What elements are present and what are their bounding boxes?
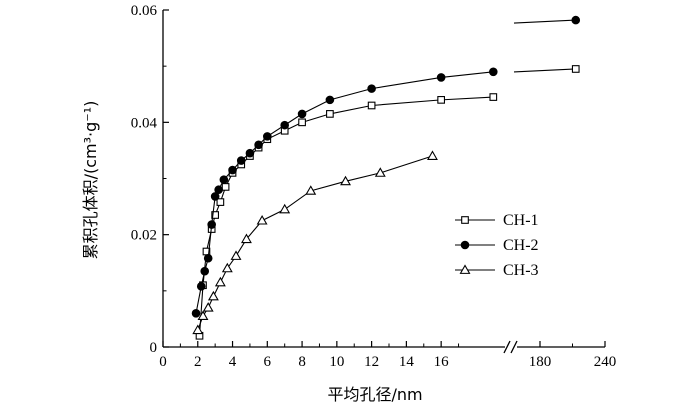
x-axis-label: 平均孔径/nm xyxy=(327,385,422,404)
y-tick-label: 0.02 xyxy=(131,228,157,244)
data-point xyxy=(245,148,255,158)
data-point xyxy=(489,67,498,77)
legend-label: CH-1 xyxy=(503,212,539,229)
series-ch-3 xyxy=(192,150,438,335)
series-line xyxy=(195,71,494,314)
data-point xyxy=(298,118,306,127)
data-point xyxy=(437,96,446,104)
legend-label: CH-2 xyxy=(503,237,539,254)
x-tick-label: 6 xyxy=(264,354,272,370)
data-point xyxy=(196,282,206,291)
data-point xyxy=(192,324,204,335)
data-point xyxy=(571,15,581,25)
data-point xyxy=(340,175,351,186)
series-line xyxy=(198,96,494,336)
legend-marker xyxy=(461,216,469,224)
series-line-segment xyxy=(513,68,576,73)
data-point xyxy=(297,109,307,119)
data-point xyxy=(367,84,376,93)
data-point xyxy=(221,262,233,273)
data-point xyxy=(210,192,220,201)
x-tick-label: 14 xyxy=(399,354,415,370)
data-point xyxy=(256,215,268,225)
series-line xyxy=(197,155,433,331)
data-point xyxy=(230,250,242,260)
data-point xyxy=(207,290,219,301)
x-tick-label: 12 xyxy=(364,354,379,370)
data-point xyxy=(211,211,220,219)
data-point xyxy=(325,95,335,105)
data-point xyxy=(200,266,210,276)
data-point xyxy=(367,101,376,110)
series-line-segment xyxy=(513,19,576,24)
x-tick-label: 10 xyxy=(329,354,344,370)
series-ch-2 xyxy=(191,15,581,318)
axis-break-mark xyxy=(510,340,518,354)
data-point xyxy=(305,185,317,195)
x-tick-label: 2 xyxy=(194,354,202,370)
data-point xyxy=(436,73,446,82)
data-point xyxy=(374,167,386,177)
legend-marker xyxy=(459,264,471,274)
x-tick-label: 180 xyxy=(529,354,552,370)
data-point xyxy=(279,203,291,214)
data-point xyxy=(207,220,216,229)
data-point xyxy=(214,185,223,195)
data-point xyxy=(240,233,252,244)
y-tick-label: 0.04 xyxy=(131,115,158,131)
x-tick-label: 0 xyxy=(159,354,167,370)
data-point xyxy=(221,183,230,191)
data-point xyxy=(571,65,580,73)
y-axis-label: 累积孔体积/(cm³·g⁻¹) xyxy=(81,101,100,260)
data-point xyxy=(228,165,237,175)
data-point xyxy=(203,253,213,263)
x-tick-label: 8 xyxy=(298,354,306,370)
data-point xyxy=(216,198,225,206)
ticks: 0 0.02 0.04 0.06 0 2 4 6 8 10 12 14 16 180 240 xyxy=(131,3,617,370)
data-point xyxy=(202,302,214,312)
data-point xyxy=(427,150,438,160)
y-tick-label: 0.06 xyxy=(131,3,158,19)
data-point xyxy=(214,276,226,287)
series-ch-1 xyxy=(195,65,580,340)
data-point xyxy=(326,110,334,118)
data-point xyxy=(280,120,289,130)
x-tick-label: 16 xyxy=(434,354,450,370)
series-layer xyxy=(191,15,581,340)
data-point xyxy=(236,156,246,165)
legend: CH-1 CH-2 CH-3 xyxy=(455,212,539,279)
data-point xyxy=(219,175,229,184)
x-tick-label: 4 xyxy=(229,354,237,370)
legend-marker xyxy=(460,240,470,250)
data-point xyxy=(254,140,263,150)
axis-break-mark xyxy=(503,340,511,354)
data-point xyxy=(263,132,272,141)
data-point xyxy=(197,310,209,321)
data-point xyxy=(191,308,201,318)
data-point xyxy=(489,93,498,101)
legend-label: CH-3 xyxy=(503,262,539,279)
axes xyxy=(162,10,605,354)
y-tick-label: 0 xyxy=(150,340,158,356)
x-tick-label: 240 xyxy=(594,354,617,370)
